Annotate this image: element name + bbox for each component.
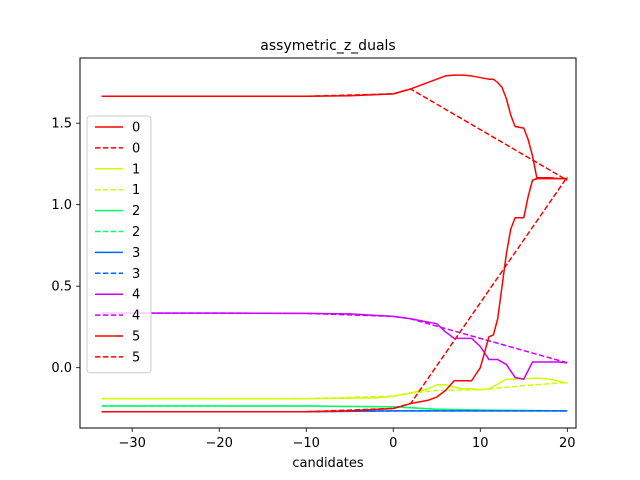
legend-label: 4	[132, 309, 140, 324]
series-line-2-solid	[101, 405, 568, 412]
legend-label: 2	[132, 204, 140, 219]
x-tick-label: −10	[293, 436, 320, 451]
x-tick-label: −30	[118, 436, 145, 451]
plot-frame	[79, 57, 577, 429]
legend-label: 0	[132, 121, 140, 136]
legend-label: 1	[132, 162, 140, 177]
y-tick-label: 0.0	[51, 361, 72, 376]
y-axis: 0.0 0.5 1.0 1.5	[51, 117, 80, 376]
x-tick-label: 20	[559, 436, 576, 451]
legend-label: 5	[132, 330, 140, 345]
y-tick-label: 1.0	[51, 198, 72, 213]
legend-label: 3	[132, 267, 140, 282]
x-axis-label: candidates	[292, 456, 364, 471]
legend-label: 2	[132, 225, 140, 240]
x-tick-label: 10	[472, 436, 489, 451]
legend-label: 0	[132, 141, 140, 156]
series-line-1-dashed	[101, 381, 568, 400]
series-line-4-dashed	[101, 312, 568, 364]
legend-box	[86, 115, 152, 374]
legend-label: 5	[132, 350, 140, 365]
legend-label: 3	[132, 246, 140, 261]
chart-title: assymetric_z_duals	[260, 38, 395, 54]
legend: 0 0 1 1 2 2 3 3 4 4 5 5	[86, 115, 152, 374]
series-line-0-dashed	[101, 88, 568, 181]
series-line-5-dashed	[101, 176, 568, 413]
x-tick-label: −20	[206, 436, 233, 451]
legend-label: 4	[132, 288, 140, 303]
legend-label: 1	[132, 183, 140, 198]
x-tick-label: 0	[389, 436, 397, 451]
series-layer	[101, 74, 568, 413]
series-line-1-solid	[101, 377, 568, 400]
x-axis: −30 −20 −10 0 10 20	[118, 428, 576, 451]
y-tick-label: 1.5	[51, 117, 72, 132]
y-tick-label: 0.5	[51, 280, 72, 295]
